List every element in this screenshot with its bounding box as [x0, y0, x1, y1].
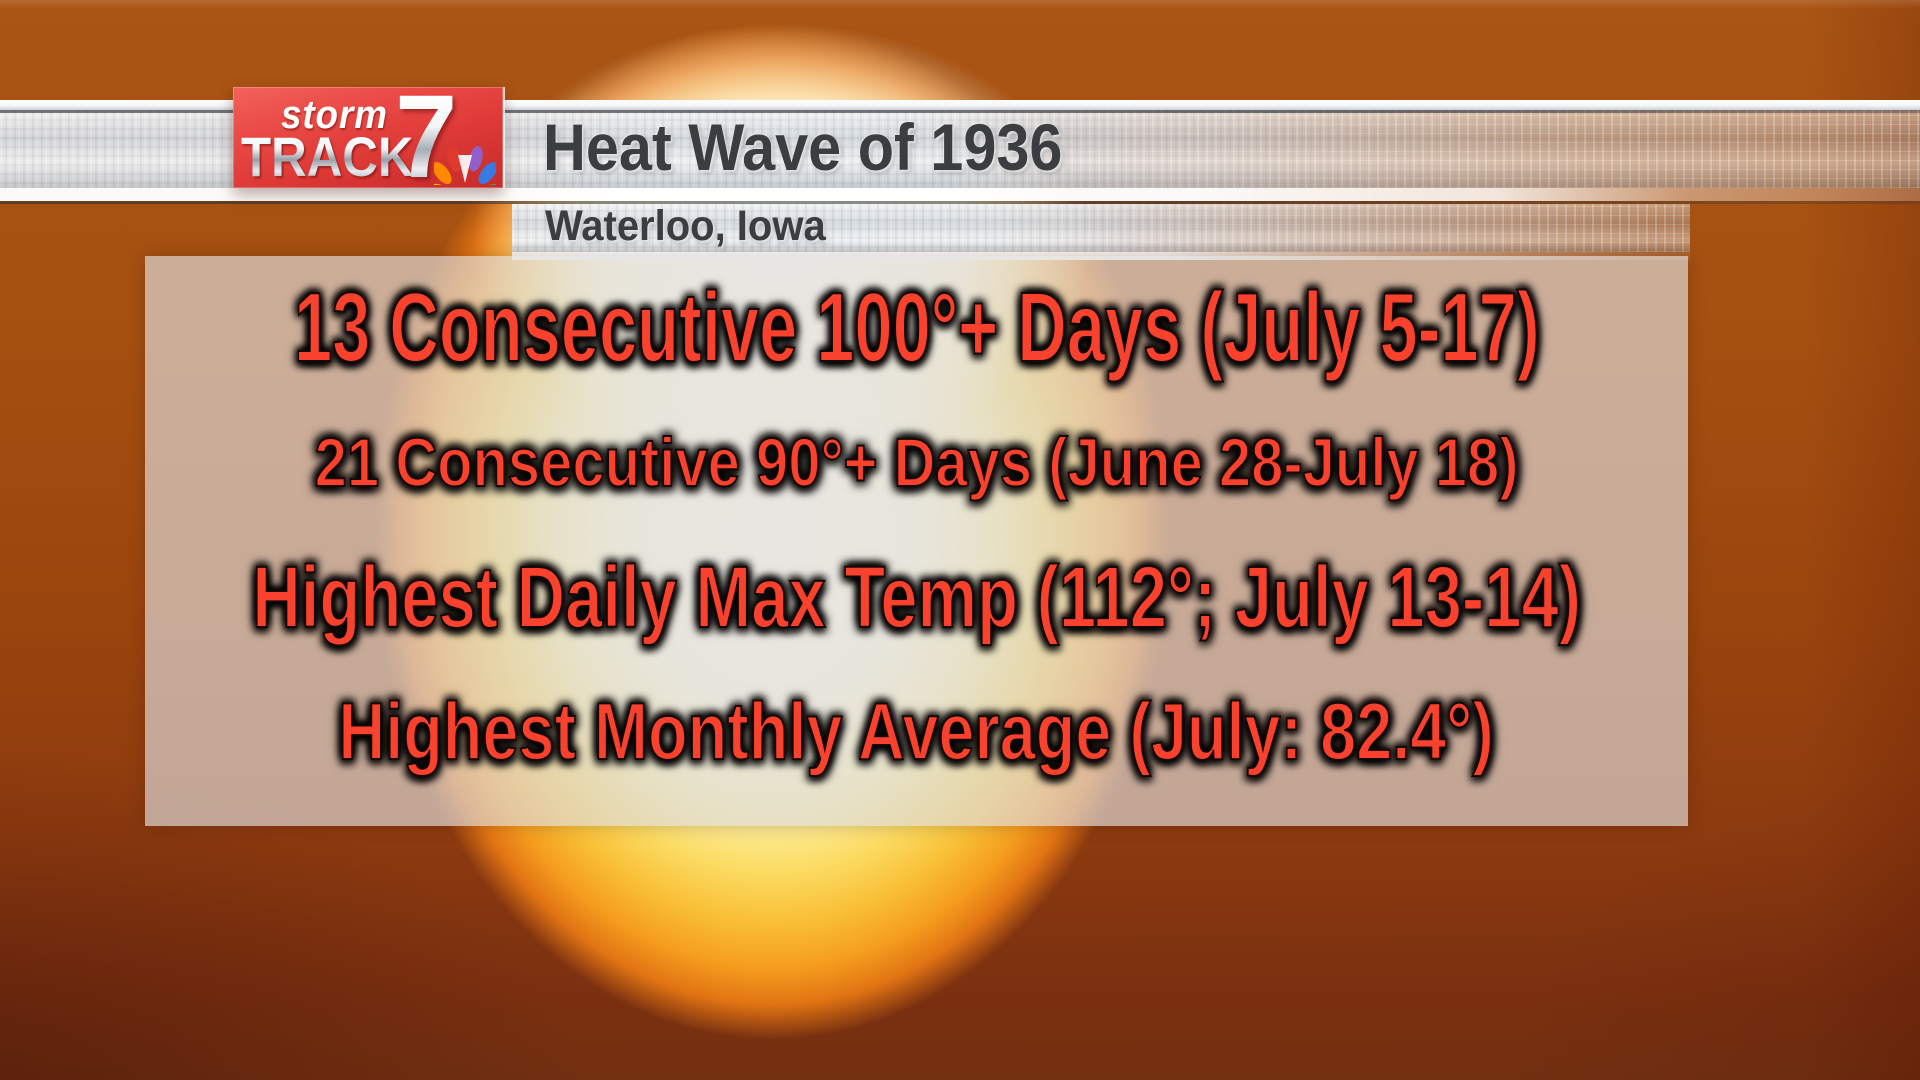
- stormtrack7-logo: storm TRACK 7: [233, 78, 503, 196]
- nbc-peacock-icon: [434, 146, 496, 185]
- stat-line-highest-daily-max: Highest Daily Max Temp (112°; July 13-14…: [251, 548, 1581, 647]
- header-banner-top-edge: [0, 100, 1920, 110]
- header-banner-top-line: [0, 110, 1920, 113]
- logo-track-text: TRACK: [241, 125, 414, 188]
- header-banner-bottom-line: [0, 201, 1920, 204]
- header-banner-bottom-edge: [0, 188, 1920, 201]
- stat-line-consecutive-90: 21 Consecutive 90°+ Days (June 28-July 1…: [314, 423, 1520, 502]
- stat-line-consecutive-100: 13 Consecutive 100°+ Days (July 5-17): [293, 271, 1540, 383]
- stats-panel: 13 Consecutive 100°+ Days (July 5-17) 21…: [145, 256, 1688, 826]
- logo-storm-text: storm: [281, 93, 388, 137]
- stat-line-highest-monthly-avg: Highest Monthly Average (July: 82.4°): [338, 686, 1495, 778]
- location-subtitle: Waterloo, Iowa: [545, 202, 826, 250]
- page-title: Heat Wave of 1936: [543, 110, 1063, 184]
